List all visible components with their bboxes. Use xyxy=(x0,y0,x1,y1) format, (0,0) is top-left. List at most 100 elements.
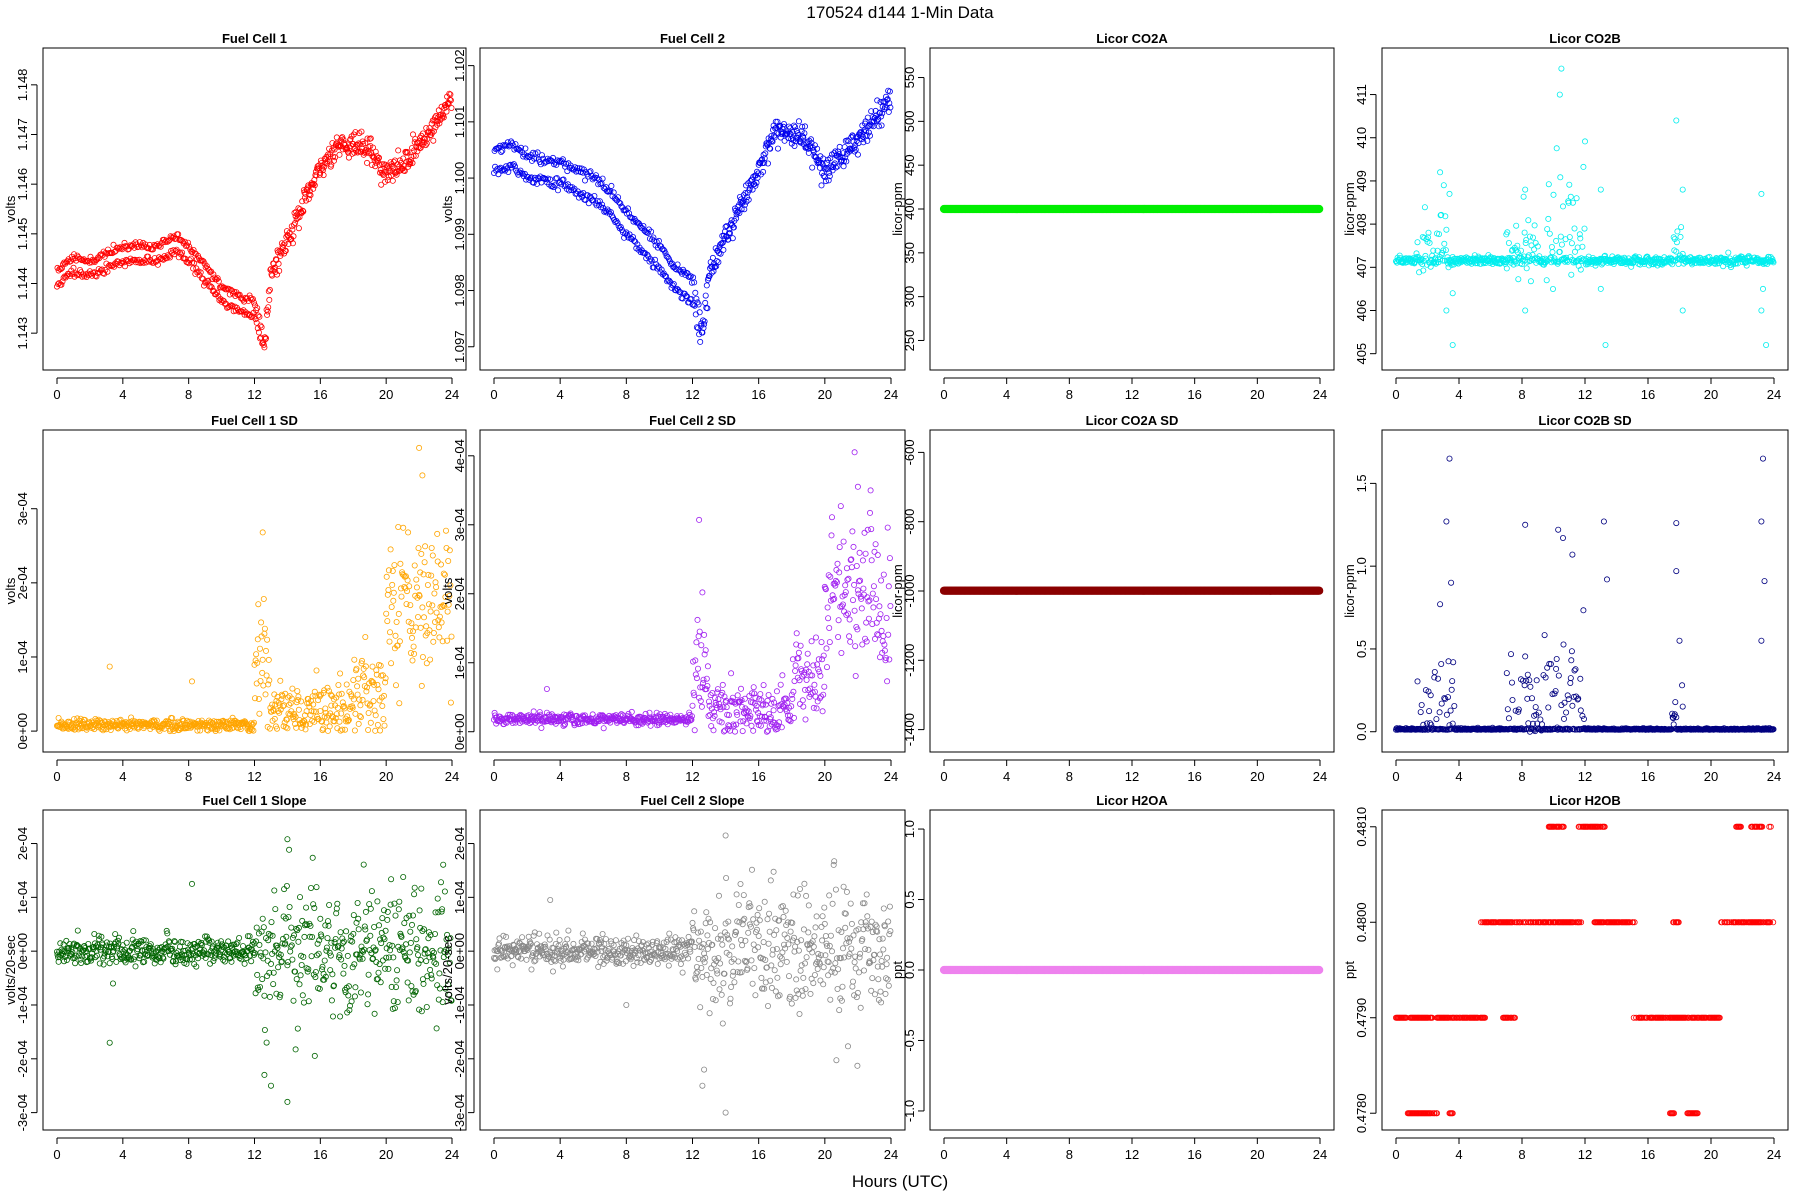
data-point xyxy=(870,118,877,125)
data-point xyxy=(289,240,296,247)
data-point xyxy=(702,299,709,306)
data-point xyxy=(872,541,879,548)
data-point xyxy=(561,160,568,167)
data-point xyxy=(1446,190,1453,197)
data-point xyxy=(127,242,134,249)
data-point xyxy=(258,324,265,331)
data-point xyxy=(396,638,403,645)
data-point xyxy=(71,251,78,258)
x-tick-label: 8 xyxy=(623,387,630,402)
x-tick-label: 0 xyxy=(53,769,60,784)
x-tick-label: 8 xyxy=(1518,769,1525,784)
data-point xyxy=(1423,236,1430,243)
data-point xyxy=(826,639,833,646)
data-point xyxy=(1763,341,1770,348)
data-point xyxy=(379,703,386,710)
data-point xyxy=(389,177,396,184)
data-point xyxy=(255,329,262,336)
data-point xyxy=(868,526,875,533)
data-point xyxy=(384,618,391,625)
data-point xyxy=(818,182,825,189)
data-point xyxy=(345,154,352,161)
x-tick-label: 24 xyxy=(1313,769,1327,784)
data-point xyxy=(852,146,859,153)
x-tick-label: 20 xyxy=(379,769,393,784)
data-point xyxy=(836,544,843,551)
data-point xyxy=(747,178,754,185)
data-point xyxy=(447,699,454,706)
data-point xyxy=(1545,181,1552,188)
data-point xyxy=(762,150,769,157)
data-point xyxy=(430,638,437,645)
data-point xyxy=(560,176,567,183)
data-point xyxy=(1451,703,1458,710)
data-point xyxy=(775,145,782,152)
data-point xyxy=(746,185,753,192)
data-point xyxy=(1441,240,1448,247)
data-point xyxy=(1438,700,1445,707)
data-point xyxy=(840,538,847,545)
panel-fc2: Fuel Cell 20 4 8 12 16 20 241.0971.0981.0991.1… xyxy=(440,31,906,402)
data-point xyxy=(258,619,265,626)
data-point xyxy=(336,151,343,158)
data-point xyxy=(877,611,884,618)
data-point xyxy=(1523,265,1530,272)
data-point xyxy=(389,162,396,169)
data-point xyxy=(386,638,393,645)
data-point xyxy=(391,157,398,164)
data-point xyxy=(647,722,654,729)
data-point xyxy=(437,561,444,568)
data-point xyxy=(265,304,272,311)
panel-co2bsd: Licor CO2B SD0 4 8 12 16 20 240.00.51.01.5lico… xyxy=(1342,413,1789,784)
panel-title: Licor CO2B xyxy=(1549,31,1621,46)
data-point xyxy=(770,707,777,714)
data-point xyxy=(142,259,149,266)
data-point xyxy=(530,708,537,715)
data-point xyxy=(732,728,739,735)
series-points xyxy=(490,87,894,345)
data-point xyxy=(825,177,832,184)
data-point xyxy=(804,661,811,668)
data-point xyxy=(282,247,289,254)
data-point xyxy=(1525,217,1532,224)
x-tick-label: 20 xyxy=(818,769,832,784)
data-point xyxy=(694,616,701,623)
data-point xyxy=(290,233,297,240)
data-point xyxy=(1550,191,1557,198)
data-point xyxy=(538,725,545,732)
data-point xyxy=(407,650,414,657)
data-point xyxy=(260,682,267,689)
y-tick-label: 1.143 xyxy=(15,317,30,350)
x-tick-label: 8 xyxy=(1518,387,1525,402)
data-point xyxy=(276,267,283,274)
data-point xyxy=(418,550,425,557)
data-point xyxy=(610,189,617,196)
data-point xyxy=(607,209,614,216)
y-tick-label: 1.101 xyxy=(452,106,467,139)
data-point xyxy=(1429,259,1436,266)
data-point xyxy=(765,160,772,167)
data-point xyxy=(844,137,851,144)
data-point xyxy=(358,128,365,135)
data-point xyxy=(255,312,262,319)
data-point xyxy=(704,663,711,670)
data-point xyxy=(423,140,430,147)
data-point xyxy=(395,524,402,531)
data-point xyxy=(752,182,759,189)
data-point xyxy=(1450,659,1457,666)
data-point xyxy=(447,91,454,98)
data-point xyxy=(266,286,273,293)
y-tick-label: 1.099 xyxy=(452,218,467,251)
data-point xyxy=(808,136,815,143)
y-tick-label: 1.144 xyxy=(15,267,30,300)
data-point xyxy=(429,129,436,136)
data-point xyxy=(289,226,296,233)
y-axis-label: volts xyxy=(440,195,455,222)
data-point xyxy=(1439,257,1446,264)
data-point xyxy=(390,597,397,604)
data-point xyxy=(390,589,397,596)
data-point xyxy=(362,634,369,641)
x-tick-label: 24 xyxy=(1767,769,1781,784)
data-point xyxy=(825,615,832,622)
data-point xyxy=(851,607,858,614)
